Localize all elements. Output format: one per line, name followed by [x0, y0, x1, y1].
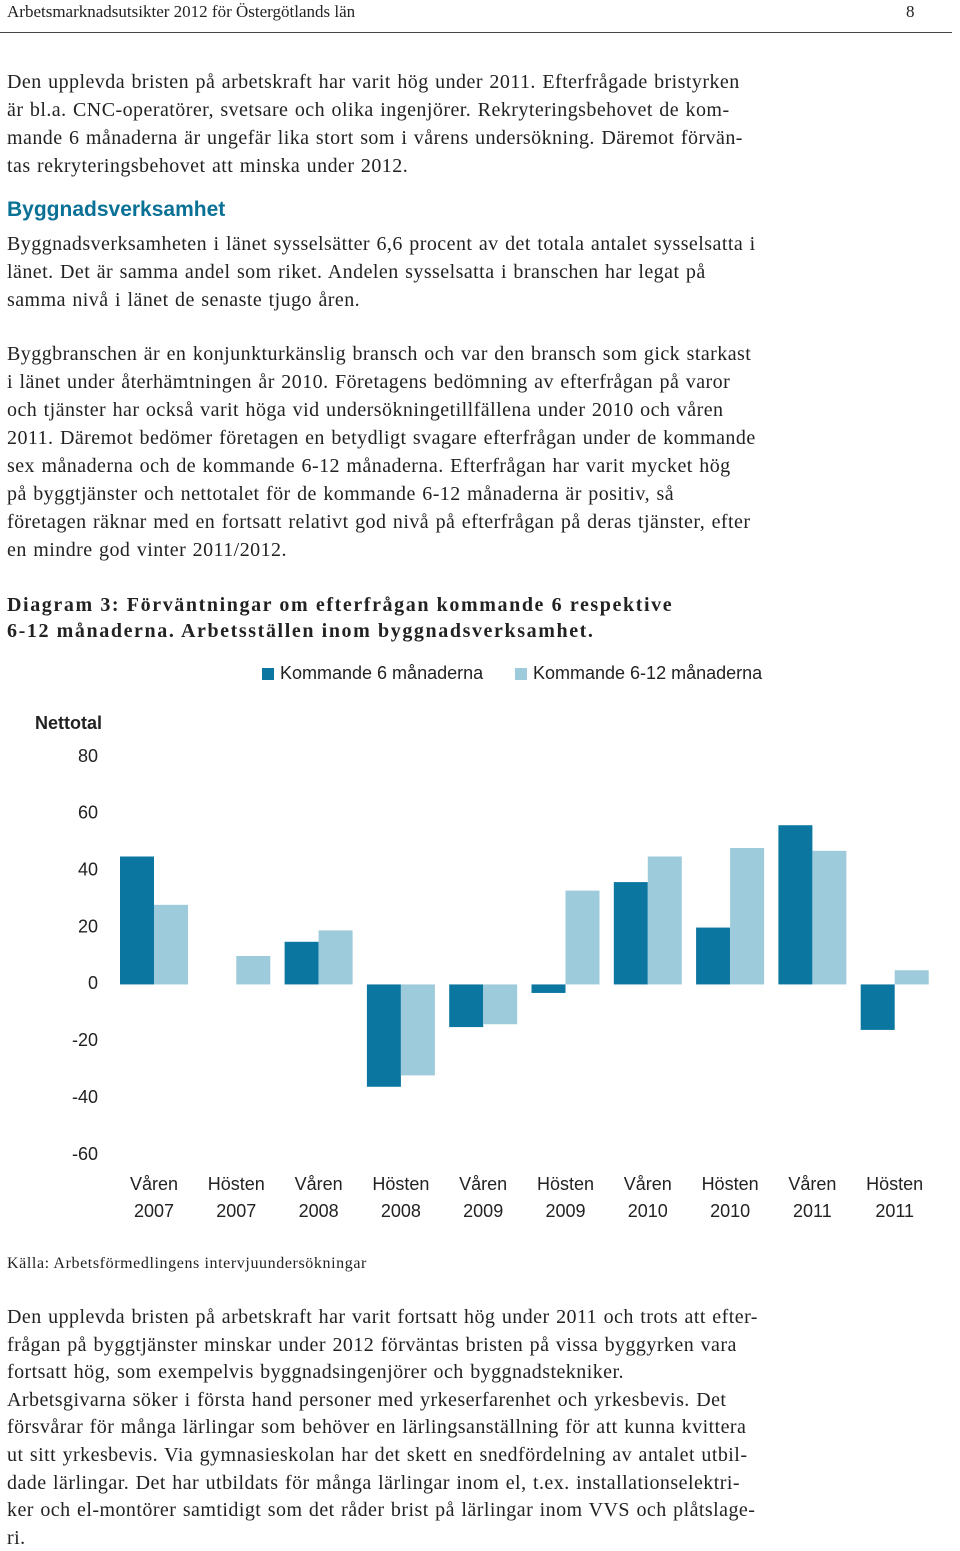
y-tick-label: 0 — [88, 973, 98, 993]
bar — [483, 984, 518, 1025]
y-tick-label: 20 — [78, 916, 98, 936]
y-tick-label: -40 — [72, 1087, 98, 1107]
x-tick-label: Hösten 2009 — [536, 1174, 595, 1221]
y-axis-title: Nettotal — [35, 713, 102, 733]
x-tick-label: Våren 2011 — [788, 1174, 837, 1221]
text-line: dade lärlingar. Det har utbildats för må… — [7, 1471, 740, 1494]
bar — [284, 941, 319, 985]
text-line: företagen räknar med en fortsatt relativ… — [7, 511, 751, 533]
bar — [696, 927, 731, 985]
header-rule — [0, 32, 952, 33]
text-line: Arbetsgivarna söker i första hand person… — [7, 1388, 727, 1411]
bar — [236, 956, 271, 985]
text-line: länet. Det är samma andel som riket. And… — [7, 261, 706, 283]
text-line: fortsatt hög, som exempelvis byggnadsing… — [7, 1361, 624, 1384]
x-tick-label: Våren 2008 — [294, 1174, 343, 1221]
text-line: är bl.a. CNC-operatörer, svetsare och ol… — [7, 99, 730, 121]
y-tick-label: 80 — [78, 746, 98, 766]
legend-swatch — [515, 668, 527, 680]
x-tick-label: Hösten 2011 — [866, 1174, 924, 1221]
text-line: Den upplevda bristen på arbetskraft har … — [7, 1306, 758, 1328]
bar — [860, 984, 895, 1030]
source: Källa: Arbetsförmedlingens intervjuunder… — [7, 1255, 367, 1272]
legend-swatch — [262, 668, 274, 680]
bar — [318, 930, 353, 985]
bar — [812, 850, 847, 985]
caption-line: 6-12 månaderna. Arbetsställen inom byggn… — [7, 620, 595, 642]
text-line: en mindre god vinter 2011/2012. — [7, 539, 287, 561]
text-line: ri. — [7, 1526, 26, 1549]
bar — [647, 856, 682, 985]
y-tick-label: 40 — [78, 859, 98, 879]
section-heading: Byggnadsverksamhet — [7, 198, 226, 221]
text-line: i länet under återhämtningen år 2010. Fö… — [7, 371, 731, 393]
text-line: och tjänster har också varit höga vid un… — [7, 399, 724, 421]
bar — [400, 984, 435, 1076]
bar — [366, 984, 401, 1087]
legend-label: Kommande 6-12 månaderna — [533, 663, 763, 683]
caption-line: Diagram 3: Förväntningar om efterfrågan … — [7, 594, 674, 616]
x-tick-label: Hösten 2008 — [372, 1174, 430, 1221]
text-line: frågan på byggtjänster minskar under 201… — [7, 1333, 737, 1356]
x-tick-label: Våren 2010 — [623, 1174, 672, 1221]
text-line: försvårar för många lärlingar som behöve… — [7, 1416, 747, 1439]
bar — [531, 984, 566, 993]
text-line: 2011. Däremot bedömer företagen en betyd… — [7, 427, 756, 449]
y-tick-label: 60 — [78, 803, 98, 823]
x-tick-label: Våren 2009 — [459, 1174, 508, 1221]
bar — [730, 847, 765, 985]
text-line: Byggbranschen är en konjunkturkänslig br… — [7, 343, 752, 365]
text-line: Byggnadsverksamheten i länet sysselsätte… — [7, 233, 756, 255]
bar — [154, 904, 188, 985]
x-tick-label: Hösten 2007 — [207, 1174, 265, 1221]
y-tick-label: -20 — [72, 1030, 98, 1050]
page-number: 8 — [906, 2, 915, 21]
bar — [565, 890, 600, 985]
bar — [894, 970, 929, 985]
legend-label: Kommande 6 månaderna — [280, 663, 484, 683]
bar — [449, 984, 484, 1028]
y-tick-label: -60 — [72, 1144, 98, 1164]
chart: 80 60 40 20 0 -20 -40 -60 Kommande 6 månaderna Ko… — [72, 663, 929, 1164]
bar — [778, 825, 813, 985]
text-line: sex månaderna och de kommande 6-12 månad… — [7, 455, 731, 477]
text-line: på byggtjänster och nettotalet för de ko… — [7, 483, 675, 505]
running-header: Arbetsmarknadsutsikter 2012 för Östergöt… — [7, 2, 356, 21]
text-line: ut sitt yrkesbevis. Via gymnasieskolan h… — [7, 1444, 748, 1466]
text-line: tas rekryteringsbehovet att minska under… — [7, 155, 409, 177]
text-line: Den upplevda bristen på arbetskraft har … — [7, 71, 740, 93]
text-line: ker och el-montörer samtidigt som det rå… — [7, 1499, 756, 1522]
bar — [613, 882, 648, 985]
x-tick-label: Våren 2007 — [129, 1174, 179, 1221]
text-line: samma nivå i länet de senaste tjugo åren… — [7, 289, 361, 311]
text-line: mande 6 månaderna är ungefär lika stort … — [7, 127, 743, 149]
x-tick-label: Hösten 2010 — [701, 1174, 759, 1221]
bar — [120, 856, 154, 985]
